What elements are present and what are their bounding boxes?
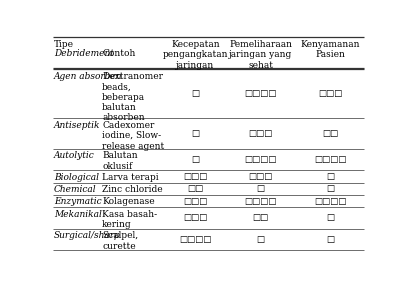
Text: Autolytic: Autolytic [54, 151, 95, 160]
Text: Larva terapi: Larva terapi [102, 173, 159, 182]
Text: □: □ [256, 184, 264, 193]
Text: □: □ [191, 155, 199, 164]
Text: Biological: Biological [54, 173, 99, 182]
Text: Scalpel,
curette: Scalpel, curette [102, 231, 139, 251]
Text: □□□: □□□ [248, 172, 273, 181]
Text: □□□: □□□ [183, 172, 207, 181]
Text: □□□□: □□□□ [314, 155, 347, 164]
Text: Surgical/sharp: Surgical/sharp [54, 231, 121, 240]
Text: □□□□: □□□□ [314, 196, 347, 205]
Text: Cadexomer
iodine, Slow-
release agent: Cadexomer iodine, Slow- release agent [102, 121, 164, 151]
Text: Tipe: Tipe [54, 40, 74, 49]
Text: □□□□: □□□□ [244, 89, 277, 98]
Text: Zinc chloride: Zinc chloride [102, 185, 163, 194]
Text: □: □ [191, 89, 199, 98]
Text: Kasa basah-
kering: Kasa basah- kering [102, 210, 158, 229]
Text: Mekanikal: Mekanikal [54, 210, 102, 219]
Text: □□□□: □□□□ [179, 235, 211, 244]
Text: Balutan
oklusif: Balutan oklusif [102, 151, 138, 171]
Text: Contoh: Contoh [102, 49, 136, 58]
Text: □□□□: □□□□ [244, 196, 277, 205]
Text: Kecepatan
pengangkatan
jaringan: Kecepatan pengangkatan jaringan [162, 40, 228, 70]
Text: Dextranomer
beads,
beberapa
balutan
absorben: Dextranomer beads, beberapa balutan abso… [102, 72, 163, 123]
Text: □□□: □□□ [248, 129, 273, 138]
Text: □: □ [191, 129, 199, 138]
Text: Enzymatic: Enzymatic [54, 198, 102, 207]
Text: Kenyamanan
Pasien: Kenyamanan Pasien [301, 40, 360, 59]
Text: Debridement: Debridement [54, 48, 114, 57]
Text: □: □ [326, 235, 335, 244]
Text: □□□: □□□ [183, 213, 207, 222]
Text: □: □ [326, 184, 335, 193]
Text: Agen absorben: Agen absorben [54, 72, 123, 81]
Text: □□: □□ [252, 213, 269, 222]
Text: Chemical: Chemical [54, 185, 97, 194]
Text: □□□: □□□ [318, 89, 343, 98]
Text: □□: □□ [322, 129, 339, 138]
Text: □: □ [326, 172, 335, 181]
Text: □□□: □□□ [183, 196, 207, 205]
Text: Kolagenase: Kolagenase [102, 198, 155, 207]
Text: □□: □□ [187, 184, 203, 193]
Text: □: □ [256, 235, 264, 244]
Text: □: □ [326, 213, 335, 222]
Text: Pemeliharaan
jaringan yang
sehat: Pemeliharaan jaringan yang sehat [229, 40, 292, 70]
Text: Antiseptik: Antiseptik [54, 121, 100, 130]
Text: □□□□: □□□□ [244, 155, 277, 164]
